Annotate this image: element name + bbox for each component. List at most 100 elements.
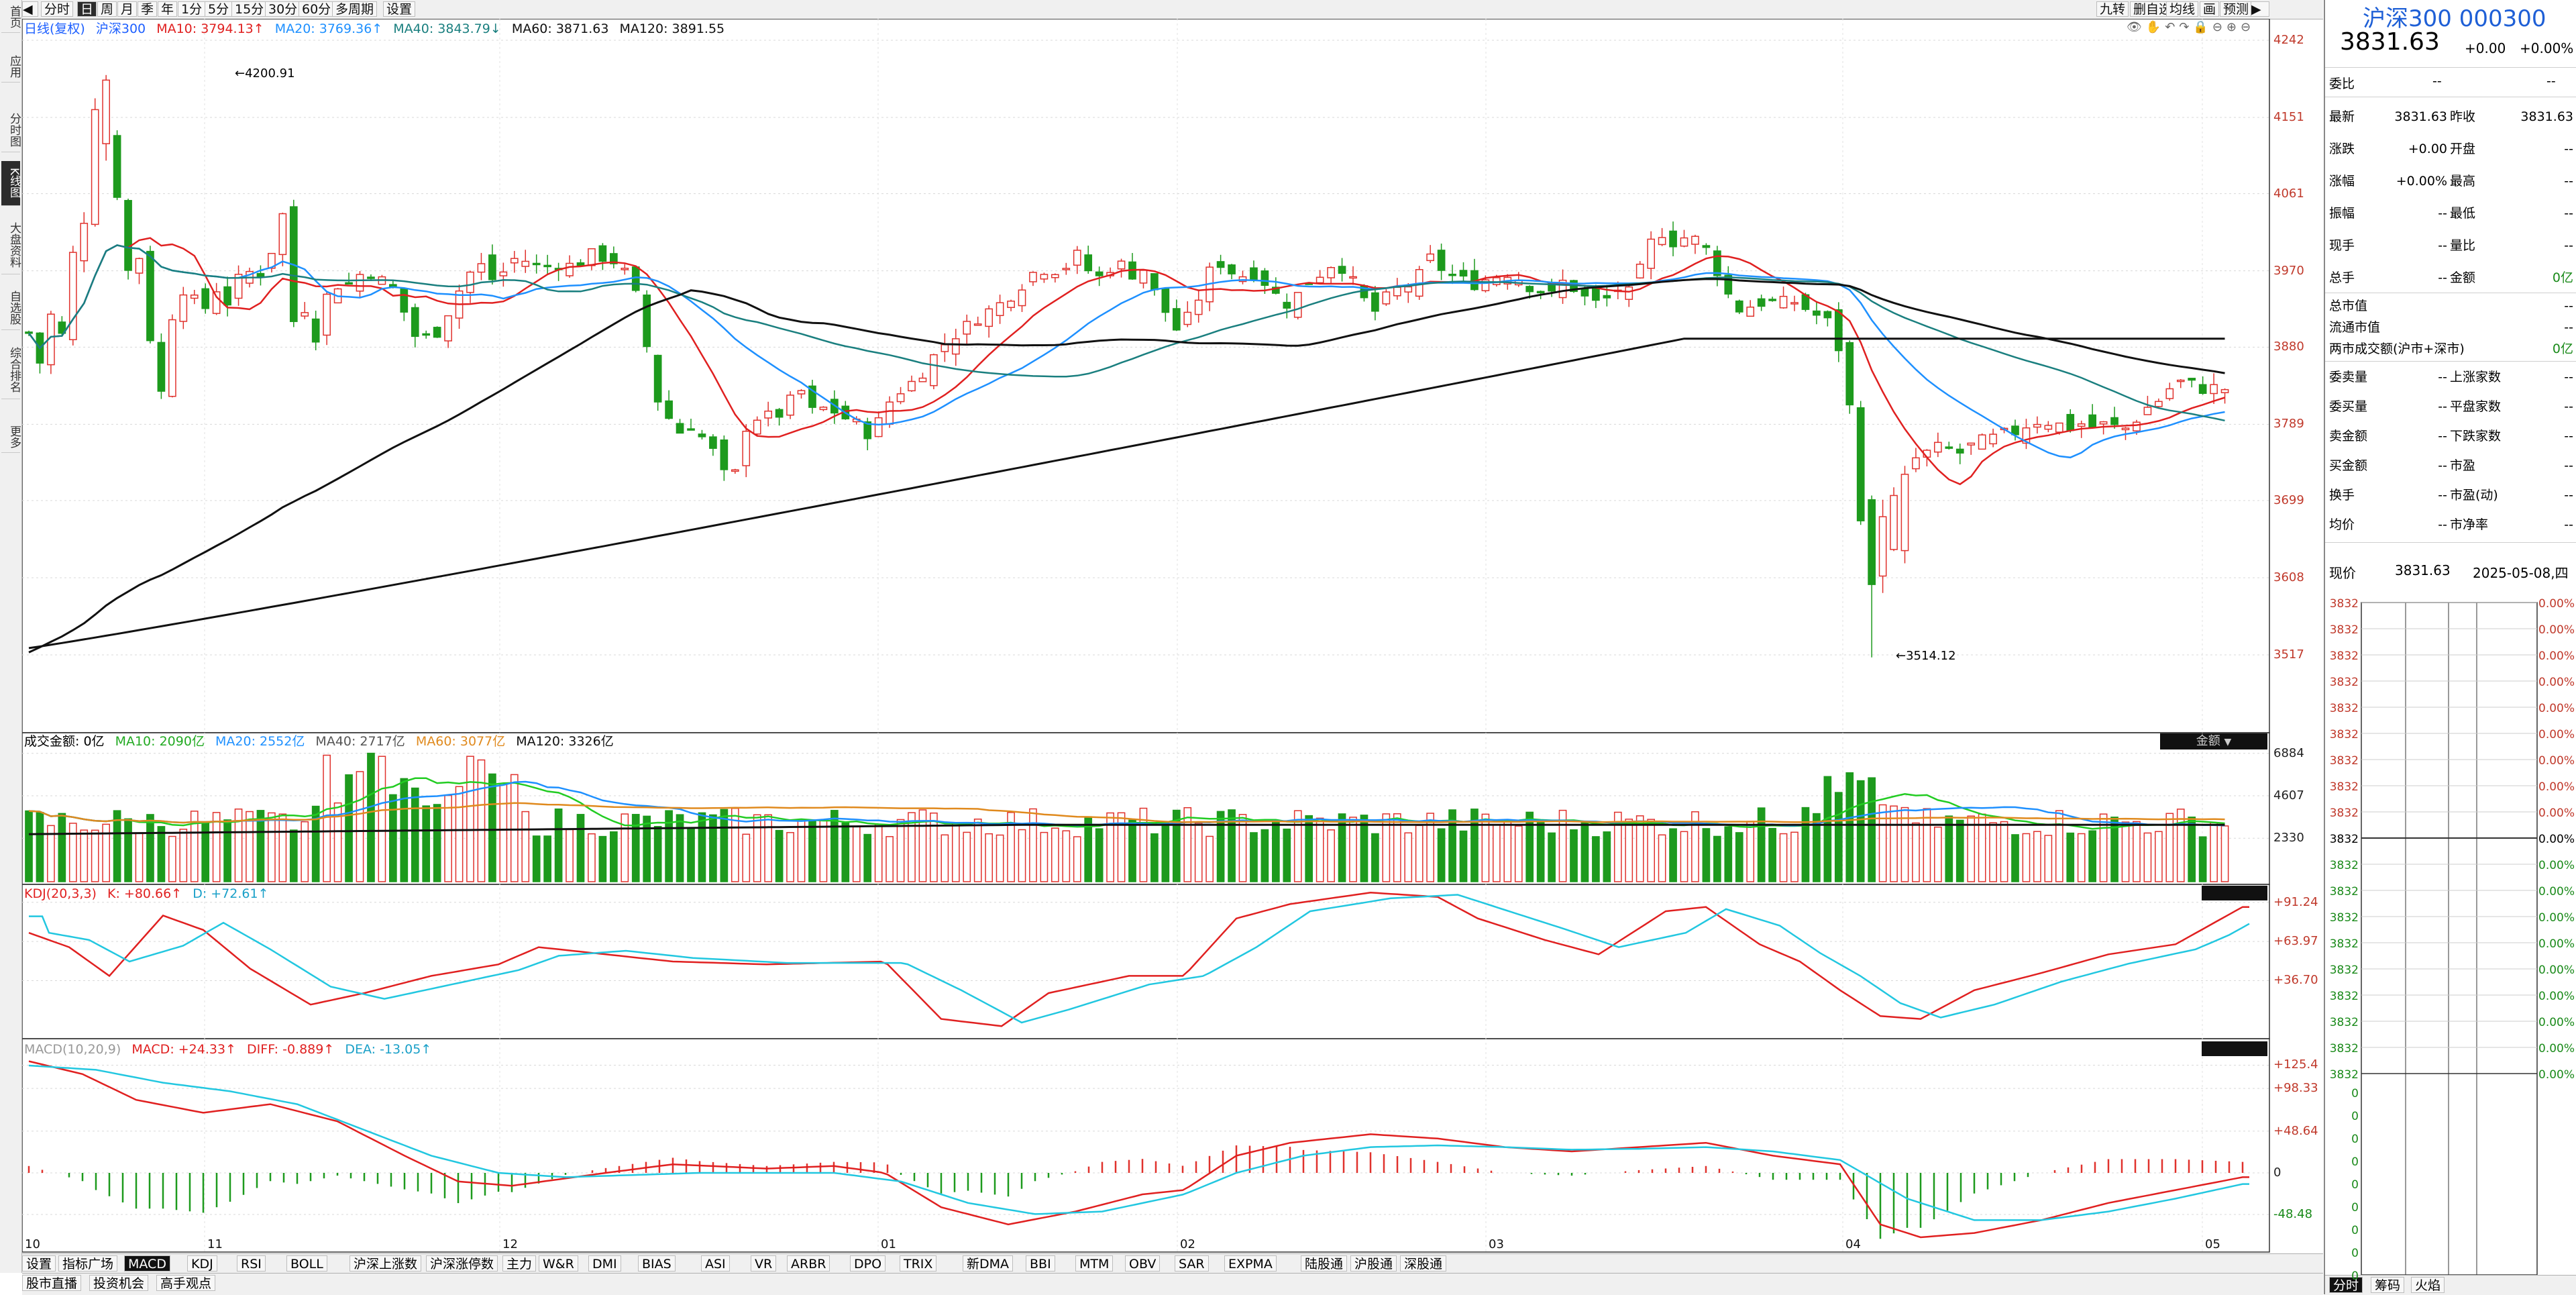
- mini-price-label: 3832: [2329, 676, 2359, 689]
- quote-value: --: [2438, 270, 2447, 285]
- indicator-tab-14[interactable]: ARBR: [787, 1255, 830, 1272]
- period-week[interactable]: 周: [97, 1, 117, 17]
- indicator-tab-13[interactable]: VR: [751, 1255, 777, 1272]
- mini-pct-label: 0.00%: [2538, 990, 2575, 1003]
- chart-tool-icons[interactable]: 👁✋↶↷🔒⊖⊕⊖: [2127, 20, 2255, 34]
- indicator-tab-6[interactable]: 沪深上涨数: [350, 1255, 422, 1272]
- candle-body: [918, 377, 927, 382]
- period-multi[interactable]: 多周期: [332, 1, 378, 17]
- mini-price-label: 3832: [2329, 885, 2359, 898]
- volume-bar: [709, 814, 717, 882]
- low-label: ←3514.12: [1896, 649, 1956, 663]
- nine-turn-button[interactable]: 九转: [2096, 1, 2129, 17]
- indicator-tab-7[interactable]: 沪深涨停数: [426, 1255, 498, 1272]
- mini-pct-label: 0.00%: [2538, 911, 2575, 925]
- indicator-tab-17[interactable]: 新DMA: [963, 1255, 1014, 1272]
- period-5min[interactable]: 5分: [205, 1, 233, 17]
- next-icon[interactable]: ▶: [2251, 1, 2269, 17]
- indicator-tab-24[interactable]: 沪股通: [1350, 1255, 1397, 1272]
- kline-chart[interactable]: [22, 19, 2323, 1253]
- draw-button[interactable]: 画: [2200, 1, 2220, 17]
- indicator-tab-18[interactable]: BBI: [1026, 1255, 1055, 1272]
- sidebar-item-more[interactable]: 更多: [1, 421, 21, 453]
- tab-timeshare[interactable]: 分时: [2329, 1277, 2363, 1293]
- indicator-tab-25[interactable]: 深股通: [1400, 1255, 1447, 1272]
- weicha-value: --: [2546, 74, 2556, 89]
- quote-value: --: [2564, 206, 2573, 221]
- indicator-tab-11[interactable]: BIAS: [638, 1255, 676, 1272]
- volume-bar: [80, 829, 89, 882]
- indicator-tab-4[interactable]: RSI: [237, 1255, 266, 1272]
- period-day[interactable]: 日: [77, 1, 97, 17]
- ma-button[interactable]: 均线: [2166, 1, 2199, 17]
- sidebar-item-apps[interactable]: 应用: [1, 51, 21, 83]
- sidebar-item-timeshare[interactable]: 分时图: [1, 107, 21, 152]
- indicator-tab-15[interactable]: DPO: [850, 1255, 886, 1272]
- volume-bar: [1635, 815, 1644, 882]
- period-60min[interactable]: 60分: [299, 1, 335, 17]
- volume-bar: [234, 809, 243, 882]
- status-tab-live[interactable]: 股市直播: [22, 1275, 82, 1291]
- volume-bar: [764, 814, 772, 882]
- indicator-tab-22[interactable]: EXPMA: [1224, 1255, 1277, 1272]
- candle-body: [1635, 264, 1644, 278]
- candle-body: [2110, 417, 2118, 425]
- sidebar-item-kline[interactable]: K线图: [1, 161, 21, 206]
- volume-bar: [1845, 772, 1854, 882]
- indicator-tab-10[interactable]: DMI: [588, 1255, 621, 1272]
- kdj-title: KDJ(20,3,3): [24, 886, 97, 901]
- settings-button[interactable]: 设置: [383, 1, 416, 17]
- period-1min[interactable]: 1分: [178, 1, 206, 17]
- period-quarter[interactable]: 季: [138, 1, 158, 17]
- forecast-button[interactable]: 预测: [2220, 1, 2253, 17]
- remove-watchlist-button[interactable]: 删自选: [2130, 1, 2176, 17]
- quote-value: --: [2564, 299, 2573, 313]
- mini-price-label: 3832: [2329, 597, 2359, 611]
- mini-price-label: 0: [2351, 1224, 2359, 1237]
- candle-body: [356, 274, 364, 292]
- volume-selector[interactable]: 金额 ▼: [2160, 733, 2267, 749]
- indicator-tab-5[interactable]: BOLL: [286, 1255, 327, 1272]
- candle-body: [566, 262, 574, 276]
- status-tab-opportunity[interactable]: 投资机会: [89, 1275, 149, 1291]
- indicator-tab-23[interactable]: 陆股通: [1301, 1255, 1348, 1272]
- indicator-tab-3[interactable]: KDJ: [187, 1255, 217, 1272]
- indicator-tab-20[interactable]: OBV: [1125, 1255, 1161, 1272]
- volume-bar: [598, 835, 607, 882]
- period-year[interactable]: 年: [158, 1, 178, 17]
- indicator-tab-19[interactable]: MTM: [1075, 1255, 1114, 1272]
- volume-bar: [1117, 812, 1126, 882]
- mini-price-label: 3832: [2329, 937, 2359, 951]
- sidebar-item-ranking[interactable]: 综合排名: [1, 341, 21, 399]
- indicator-tab-16[interactable]: TRIX: [900, 1255, 937, 1272]
- indicator-tab-0[interactable]: 设置: [22, 1255, 56, 1272]
- volume-bar: [1967, 815, 1976, 882]
- volume-bar: [621, 813, 629, 882]
- period-15min[interactable]: 15分: [231, 1, 268, 17]
- candle-body: [1150, 273, 1159, 291]
- kdj-param-button[interactable]: [2202, 886, 2267, 900]
- sidebar-item-home[interactable]: 首页: [1, 1, 21, 33]
- status-tab-experts[interactable]: 高手观点: [156, 1275, 216, 1291]
- sidebar-item-watchlist[interactable]: 自选股: [1, 285, 21, 330]
- period-month[interactable]: 月: [117, 1, 138, 17]
- period-timeshare[interactable]: 分时: [41, 1, 74, 17]
- period-30min[interactable]: 30分: [265, 1, 301, 17]
- prev-icon[interactable]: ◀: [22, 1, 38, 17]
- mini-timeshare-chart[interactable]: [2325, 590, 2576, 1275]
- indicator-tab-2[interactable]: MACD: [124, 1255, 170, 1272]
- volume-bar: [91, 829, 99, 882]
- tab-flame[interactable]: 火焰: [2411, 1277, 2445, 1293]
- indicator-tab-9[interactable]: W&R: [539, 1255, 578, 1272]
- tab-chips[interactable]: 筹码: [2371, 1277, 2405, 1293]
- indicator-tab-1[interactable]: 指标广场: [58, 1255, 118, 1272]
- candle-body: [1448, 273, 1456, 276]
- mini-price-label: 3832: [2329, 859, 2359, 872]
- indicator-tab-12[interactable]: ASI: [701, 1255, 730, 1272]
- indicator-tab-21[interactable]: SAR: [1175, 1255, 1209, 1272]
- macd-param-button[interactable]: [2202, 1041, 2267, 1056]
- candle-body: [1845, 342, 1854, 406]
- sidebar-item-market-info[interactable]: 大盘资料: [1, 216, 21, 274]
- quote-value: 0亿: [2552, 342, 2573, 356]
- indicator-tab-8[interactable]: 主力: [502, 1255, 537, 1272]
